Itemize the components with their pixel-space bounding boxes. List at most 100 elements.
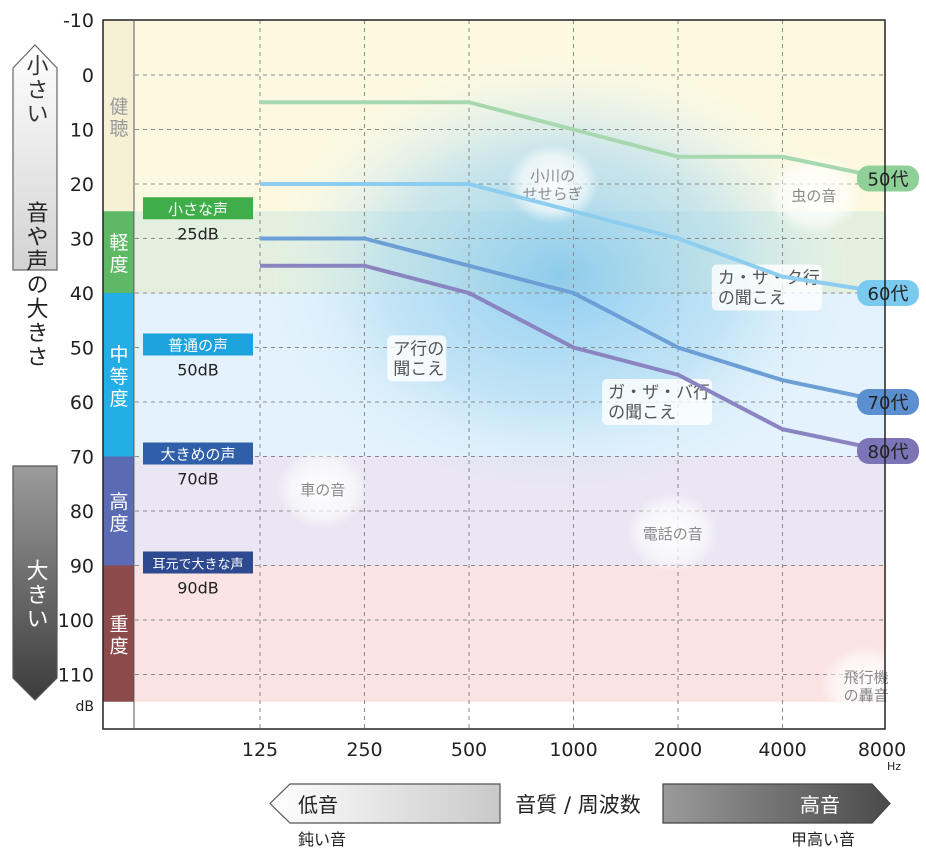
x-tick-label: 2000 — [654, 739, 702, 761]
speech-box-0 — [387, 335, 447, 382]
voice-label: 耳元で大きな声 — [152, 558, 243, 573]
y-tick-label: 50 — [70, 338, 94, 360]
loudness-scale: 小さい 音や声の大きさ 大きい — [12, 44, 58, 701]
ambient-label: 飛行機 — [844, 668, 889, 686]
voice-level-labels: 小さな声 25dB 普通の声 50dB 大きめの声 70dB 耳元で大きな声 90dB — [143, 197, 253, 598]
high-tone-caption: 甲高い音 — [791, 830, 855, 849]
plot-frame — [102, 19, 886, 730]
speech-box-1 — [711, 264, 822, 311]
severity-label: 度 — [109, 636, 128, 658]
x-tick-label: 500 — [451, 739, 487, 761]
series-tag-60代 — [857, 280, 919, 306]
low-tone-label: 低音 — [298, 793, 338, 817]
voice-db: 70dB — [177, 470, 219, 489]
loud-arrow-icon — [12, 465, 58, 701]
series-tags: 50代 60代 70代 80代 — [857, 165, 919, 465]
series-lines — [259, 100, 888, 454]
voice-badge-普通の声 — [143, 333, 253, 356]
y-tick-labels: -10 0 10 20 30 40 50 60 70 80 90 100 110 dB — [58, 10, 94, 715]
severity-label: 健 — [109, 96, 128, 118]
band-重度 — [135, 565, 885, 702]
x-tick-label: 250 — [346, 739, 382, 761]
speech-label: カ・サ・タ行 — [718, 269, 820, 289]
side-band-健聴 — [103, 20, 134, 212]
y-tick-label: 0 — [82, 65, 94, 87]
high-tone-label: 高音 — [800, 793, 840, 817]
severity-label: 重 — [109, 614, 128, 636]
high-tone-arrow-icon — [662, 783, 891, 824]
voice-db: 50dB — [177, 361, 219, 380]
ambient-glow-0 — [506, 144, 599, 224]
speech-label: 聞こえ — [393, 359, 444, 379]
ambient-label: 車の音 — [300, 481, 345, 499]
ambient-label: 虫の音 — [791, 187, 836, 205]
ambient-glow-2 — [276, 449, 369, 530]
ambient-glow-1 — [767, 154, 860, 235]
side-band-軽度 — [103, 211, 134, 293]
speech-label: ア行の — [393, 339, 444, 359]
x-unit-label: Hz — [887, 760, 901, 773]
severity-label: 高 — [109, 491, 128, 513]
voice-db: 90dB — [177, 579, 219, 598]
speech-label: の聞こえ — [718, 289, 786, 309]
y-tick-label: 100 — [58, 610, 94, 632]
voice-badge-大きめの声 — [143, 442, 253, 465]
y-tick-label: -10 — [63, 10, 94, 32]
low-tone-arrow-icon — [269, 783, 501, 824]
series-tag-50代 — [857, 165, 919, 192]
ambient-label: 小川の — [530, 167, 575, 185]
y-tick-label: 30 — [70, 229, 94, 251]
y-tick-label: 40 — [70, 283, 94, 305]
series-tag-label: 50代 — [868, 170, 909, 191]
ambient-label: 電話の音 — [643, 525, 703, 543]
low-tone-caption: 鈍い音 — [298, 830, 346, 849]
series-tag-70代 — [857, 389, 919, 415]
y-tick-label: 80 — [70, 501, 94, 523]
ambient-glow-4 — [820, 645, 913, 726]
ambient-label: せせらぎ — [523, 185, 583, 203]
y-tick-label: 90 — [70, 556, 94, 578]
voice-badge-耳元で大きな声 — [143, 551, 253, 574]
side-band-高度 — [103, 456, 134, 566]
severity-label: 度 — [109, 513, 128, 535]
speech-label: の聞こえ — [608, 403, 676, 423]
side-band-中等度 — [103, 293, 134, 457]
loudness-label: 音や声の大きさ — [23, 201, 49, 369]
frequency-quality-bar: 低音 音質 / 周波数 高音 鈍い音 甲高い音 — [269, 783, 891, 849]
severity-label: 聴 — [109, 118, 128, 140]
y-tick-label: 10 — [70, 120, 94, 142]
severity-label: 軽 — [109, 232, 128, 254]
severity-label: 度 — [109, 254, 128, 276]
y-tick-label: 110 — [58, 665, 94, 687]
series-tag-label: 70代 — [868, 393, 909, 414]
y-unit-label: dB — [76, 699, 95, 715]
y-tick-label: 20 — [70, 174, 94, 196]
severity-label: 中 — [109, 344, 128, 366]
x-tick-label: 1000 — [549, 739, 597, 761]
voice-badge-小さな声 — [143, 197, 253, 220]
severity-label: 度 — [109, 388, 128, 410]
voice-db: 25dB — [177, 224, 219, 243]
speech-label: ガ・ザ・バ行 — [608, 383, 710, 403]
x-tick-label: 4000 — [758, 739, 806, 761]
severity-label: 等 — [109, 366, 128, 388]
voice-label: 小さな声 — [168, 200, 228, 218]
x-tick-label: 125 — [242, 739, 278, 761]
loud-label: 大きい — [23, 559, 49, 631]
ambient-label: の轟音 — [844, 686, 889, 704]
side-band-重度 — [103, 565, 134, 702]
speech-box-2 — [602, 379, 713, 425]
quiet-arrow-icon — [12, 44, 58, 271]
voice-label: 普通の声 — [168, 337, 228, 355]
y-tick-label: 70 — [70, 447, 94, 469]
voice-label: 大きめの声 — [160, 446, 235, 464]
x-axis-title: 音質 / 周波数 — [515, 793, 640, 817]
axes — [102, 19, 886, 730]
series-tag-80代 — [857, 438, 919, 465]
ambient-glow-3 — [626, 492, 719, 573]
